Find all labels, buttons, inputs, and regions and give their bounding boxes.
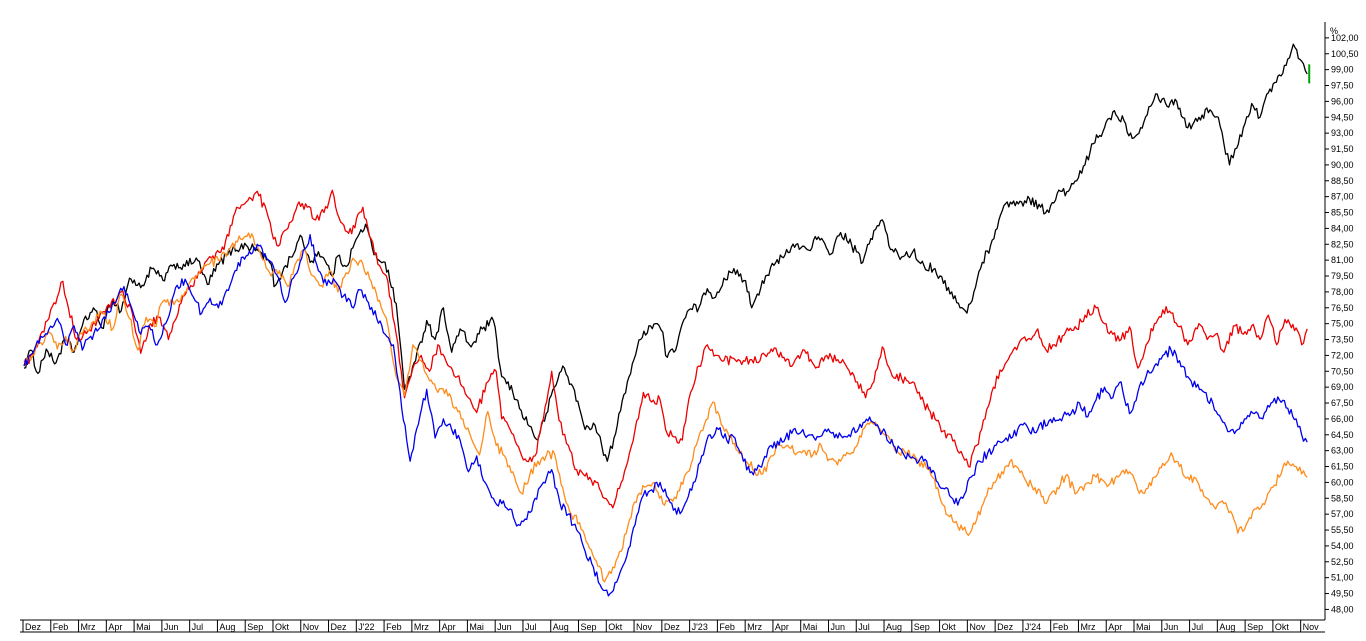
y-tick-label: 75,00 [1331,319,1354,329]
x-month-label: Apr [775,622,789,632]
y-tick-label: 52,50 [1331,557,1354,567]
x-month-label: Jun [1164,622,1179,632]
x-month-label: J'22 [358,622,374,632]
x-month-label: Jul [192,622,204,632]
x-month-label: Dez [25,622,42,632]
x-month-label: Jun [164,622,179,632]
y-tick-label: 88,50 [1331,176,1354,186]
y-tick-label: 51,00 [1331,573,1354,583]
series-line-3 [23,234,1308,597]
x-month-label: Sep [914,622,930,632]
x-month-label: Mai [803,622,818,632]
series-layer [23,43,1311,597]
y-tick-label: 55,50 [1331,525,1354,535]
x-month-label: Nov [1303,622,1320,632]
x-month-label: Mai [469,622,484,632]
y-tick-label: 63,00 [1331,446,1354,456]
x-month-label: Apr [1108,622,1122,632]
y-tick-label: 60,00 [1331,477,1354,487]
y-tick-label: 100,50 [1331,49,1359,59]
x-month-label: Okt [942,622,957,632]
x-month-label: Nov [303,622,320,632]
x-month-label: Mrz [1080,622,1095,632]
y-unit-label: % [1330,26,1338,36]
x-month-label: Feb [1053,622,1069,632]
y-tick-label: 66,00 [1331,414,1354,424]
x-month-label: J'24 [1025,622,1041,632]
x-month-label: Jul [858,622,870,632]
x-month-label: Mrz [747,622,762,632]
y-tick-label: 67,50 [1331,398,1354,408]
y-tick-label: 93,00 [1331,128,1354,138]
y-tick-label: 79,50 [1331,271,1354,281]
x-month-label: Aug [553,622,569,632]
y-tick-label: 54,00 [1331,541,1354,551]
x-month-label: Mai [1136,622,1151,632]
x-month-label: Okt [608,622,623,632]
y-tick-label: 81,00 [1331,255,1354,265]
x-month-label: Nov [969,622,986,632]
y-tick-label: 73,50 [1331,335,1354,345]
y-tick-label: 102,00 [1331,33,1359,43]
x-month-label: Apr [442,622,456,632]
x-month-label: Dez [997,622,1014,632]
y-tick-label: 70,50 [1331,366,1354,376]
x-month-label: Sep [1247,622,1263,632]
y-tick-label: 72,00 [1331,350,1354,360]
y-tick-label: 99,00 [1331,65,1354,75]
x-month-label: Mai [136,622,151,632]
x-axis: Dez Feb Mrz Apr Mai Jun Jul Aug Sep Okt Nov Dez J'22… [20,619,1325,633]
y-tick-label: 57,00 [1331,509,1354,519]
x-month-label: Feb [53,622,69,632]
y-tick-label: 91,50 [1331,144,1354,154]
x-month-label: Sep [581,622,597,632]
y-tick-label: 61,50 [1331,462,1354,472]
y-tick-label: 82,50 [1331,239,1354,249]
y-tick-label: 84,00 [1331,223,1354,233]
x-month-label: Jun [497,622,512,632]
y-tick-label: 58,50 [1331,493,1354,503]
x-month-label: Jul [525,622,537,632]
y-tick-label: 48,00 [1331,604,1354,614]
x-month-label: Apr [108,622,122,632]
y-tick-label: 78,00 [1331,287,1354,297]
x-month-label: Aug [1219,622,1235,632]
x-month-label: Aug [886,622,902,632]
y-tick-label: 94,50 [1331,112,1354,122]
x-month-label: Nov [636,622,653,632]
x-month-label: Mrz [81,622,96,632]
x-month-label: Jun [830,622,845,632]
x-month-label: Dez [664,622,681,632]
y-tick-label: 85,50 [1331,208,1354,218]
x-month-label: Okt [275,622,290,632]
x-month-label: Mrz [414,622,429,632]
y-tick-label: 64,50 [1331,430,1354,440]
y-tick-label: 49,50 [1331,589,1354,599]
y-tick-label: 90,00 [1331,160,1354,170]
x-month-label: J'23 [692,622,708,632]
x-month-label: Sep [247,622,263,632]
series-line-0 [23,43,1308,462]
y-axis: % 102,00 100,50 99,00 97,50 96,00 94,50 93,00 9… [1324,22,1359,620]
y-tick-label: 87,00 [1331,192,1354,202]
series-line-1 [23,189,1308,509]
x-month-label: Jul [1192,622,1204,632]
x-month-label: Aug [219,622,235,632]
y-tick-label: 76,50 [1331,303,1354,313]
x-month-label: Feb [386,622,402,632]
y-tick-label: 96,00 [1331,96,1354,106]
y-tick-label: 69,00 [1331,382,1354,392]
series-line-2 [23,232,1308,583]
y-tick-label: 97,50 [1331,81,1354,91]
x-month-label: Dez [331,622,348,632]
x-month-label: Okt [1275,622,1290,632]
x-month-label: Feb [719,622,735,632]
